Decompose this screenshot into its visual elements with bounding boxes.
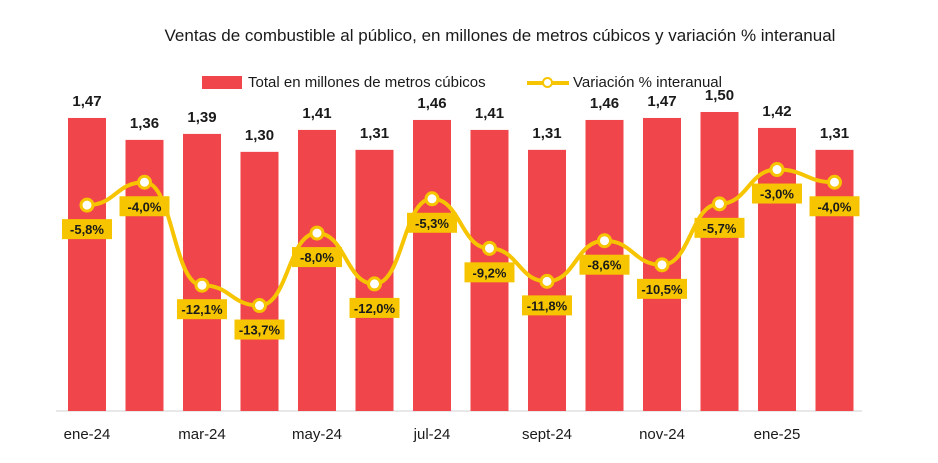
line-point bbox=[367, 276, 382, 292]
percent-label: -8,6% bbox=[588, 258, 622, 273]
percent-label-box bbox=[407, 212, 457, 233]
percent-label: -11,8% bbox=[527, 298, 568, 313]
line-point bbox=[827, 174, 842, 190]
x-tick-label: jul-24 bbox=[413, 426, 451, 443]
percent-label-box bbox=[464, 262, 515, 283]
bar bbox=[68, 117, 106, 411]
percent-label-box bbox=[349, 297, 400, 318]
percent-label: -13,7% bbox=[239, 323, 281, 338]
bar-value-label: 1,42 bbox=[762, 103, 791, 120]
bar-value-label: 1,36 bbox=[130, 115, 159, 132]
percent-label-box bbox=[694, 217, 745, 238]
line-point bbox=[769, 162, 785, 178]
percent-label: -5,3% bbox=[415, 216, 449, 231]
percent-label-box bbox=[62, 219, 112, 240]
line-point bbox=[79, 197, 95, 213]
bar-value-label: 1,41 bbox=[302, 105, 331, 122]
percent-label: -3,0% bbox=[760, 187, 794, 202]
bar-value-label: 1,41 bbox=[475, 105, 504, 122]
bar bbox=[700, 111, 739, 411]
x-tick-label: nov-24 bbox=[639, 426, 685, 443]
x-tick-label: ene-24 bbox=[64, 426, 111, 443]
legend-item-bars: Total en millones de metros cúbicos bbox=[202, 74, 486, 91]
line-point bbox=[539, 273, 555, 289]
line-point bbox=[712, 196, 727, 212]
bar-value-label: 1,30 bbox=[245, 127, 274, 144]
bar-value-label: 1,47 bbox=[647, 93, 676, 110]
percent-labels-group: -5,8% -4,0% -12,1% -13,7% -8,0% -12,0% -5,3% -9… bbox=[62, 183, 860, 340]
percent-label-box bbox=[234, 319, 285, 340]
x-tick-label: may-24 bbox=[292, 426, 342, 443]
legend-label-bars: Total en millones de metros cúbicos bbox=[248, 74, 486, 91]
bar-value-label: 1,31 bbox=[532, 125, 561, 142]
percent-label-box bbox=[637, 278, 687, 299]
bar-value-label: 1,31 bbox=[360, 125, 389, 142]
percent-label-box bbox=[809, 196, 860, 217]
bar-labels-group: 1,47 1,36 1,39 1,30 1,41 1,31 1,46 1,41 1,31 1,46… bbox=[72, 87, 849, 144]
x-tick-label: ene-25 bbox=[754, 426, 801, 443]
x-tick-labels-group: ene-24 mar-24 may-24 jul-24 sept-24 nov-24 ene… bbox=[64, 426, 801, 443]
line-point bbox=[597, 233, 612, 249]
bar-value-label: 1,50 bbox=[705, 87, 734, 104]
bar bbox=[413, 119, 451, 411]
percent-label-box bbox=[579, 254, 630, 275]
line-point bbox=[252, 298, 267, 314]
bar bbox=[298, 129, 336, 411]
bar bbox=[240, 151, 279, 411]
bar-value-label: 1,47 bbox=[72, 93, 101, 110]
percent-label: -5,7% bbox=[703, 221, 737, 236]
line-point bbox=[424, 191, 440, 207]
bar bbox=[183, 133, 221, 411]
line-point bbox=[309, 225, 325, 241]
line-point bbox=[194, 277, 210, 293]
percent-label: -9,2% bbox=[473, 265, 507, 280]
percent-label: -10,5% bbox=[641, 282, 683, 297]
chart-title: Ventas de combustible al público, en mil… bbox=[164, 26, 836, 45]
legend-line-swatch bbox=[527, 76, 569, 89]
bar-value-label: 1,46 bbox=[417, 95, 446, 112]
percent-label-box bbox=[119, 196, 170, 217]
bar-value-label: 1,31 bbox=[820, 125, 849, 142]
legend-item-line: Variación % interanual bbox=[527, 74, 722, 91]
bar-value-label: 1,46 bbox=[590, 95, 619, 112]
percent-label: -12,0% bbox=[354, 301, 396, 316]
x-tick-label: mar-24 bbox=[178, 426, 226, 443]
line-series-group bbox=[79, 162, 842, 314]
bars-group bbox=[68, 111, 854, 412]
bar-value-label: 1,39 bbox=[187, 109, 216, 126]
percent-label: -4,0% bbox=[128, 199, 162, 214]
legend-label-line: Variación % interanual bbox=[573, 74, 722, 91]
legend-bar-swatch bbox=[202, 76, 242, 89]
percent-label-box bbox=[522, 295, 572, 316]
percent-label-box bbox=[177, 299, 227, 320]
line-point bbox=[137, 174, 152, 190]
percent-label: -12,1% bbox=[181, 302, 223, 317]
percent-label-box bbox=[752, 183, 802, 204]
line-point bbox=[482, 240, 497, 256]
percent-label: -5,8% bbox=[70, 222, 104, 237]
percent-label: -4,0% bbox=[818, 199, 852, 214]
bar bbox=[815, 149, 854, 412]
line-point bbox=[654, 257, 670, 273]
x-tick-label: sept-24 bbox=[522, 426, 572, 443]
percent-label-box bbox=[292, 247, 342, 268]
legend: Total en millones de metros cúbicos Vari… bbox=[0, 74, 938, 96]
percent-label: -8,0% bbox=[300, 250, 334, 265]
